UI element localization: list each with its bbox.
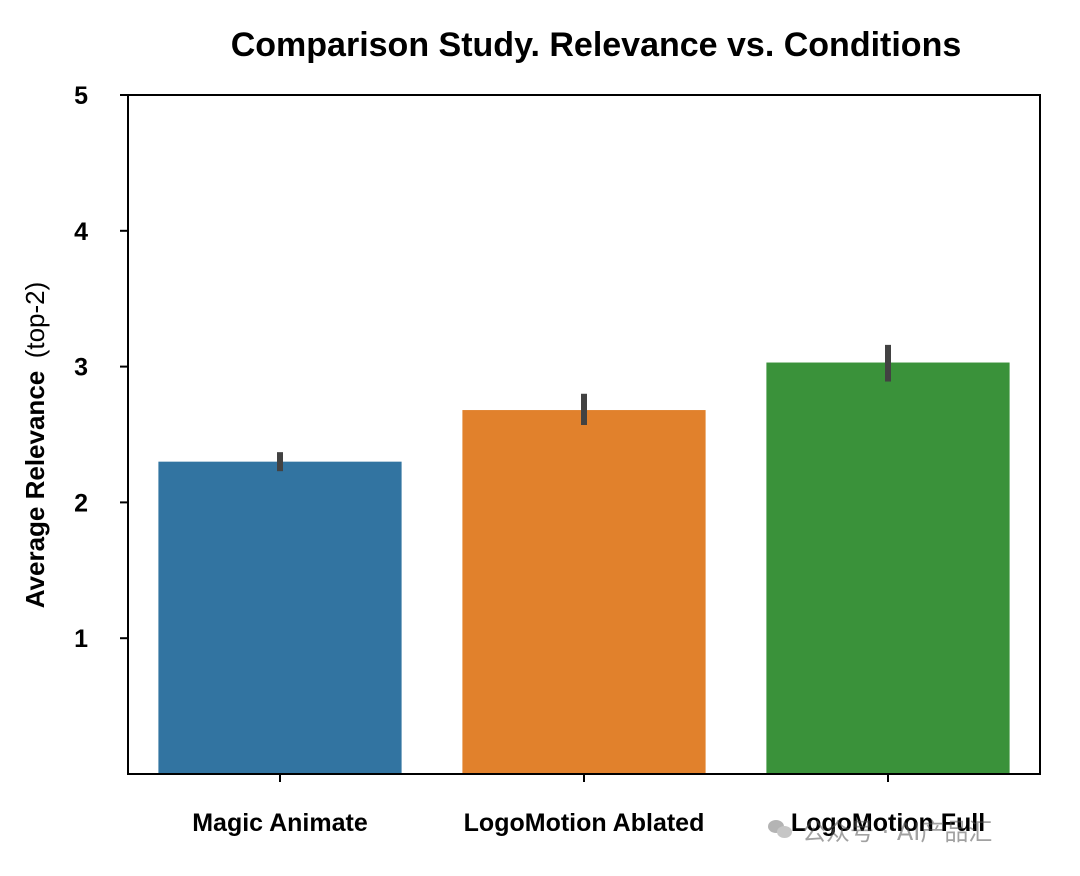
x-axis: Magic Animate LogoMotion Ablated LogoMotio… xyxy=(192,774,985,837)
y-tick-label-2: 2 xyxy=(74,489,88,517)
y-axis-label-main: Average Relevance xyxy=(20,371,50,609)
x-tick-label-3: LogoMotion Full xyxy=(791,809,985,837)
bar-2 xyxy=(462,410,706,774)
bar-3 xyxy=(766,362,1010,774)
watermark-text: 公众号 · AI产品汇 xyxy=(802,817,993,846)
bar-1 xyxy=(158,461,402,774)
y-tick-label-4: 4 xyxy=(74,218,88,246)
y-tick-label-3: 3 xyxy=(74,354,88,382)
x-tick-label-1: Magic Animate xyxy=(192,809,368,837)
y-axis-label-suffix: (top-2) xyxy=(20,282,50,359)
y-axis-label: Average Relevance (top-2) xyxy=(20,282,50,609)
bars-layer xyxy=(158,362,1010,774)
watermark: 公众号 · AI产品汇 xyxy=(768,812,992,846)
plot-frame xyxy=(127,94,1041,775)
y-axis: 1 2 3 4 5 xyxy=(74,82,128,653)
wechat-icon xyxy=(768,818,794,840)
y-tick-label-1: 1 xyxy=(74,625,88,653)
chart-title: Comparison Study. Relevance vs. Conditio… xyxy=(231,26,962,64)
y-tick-label-5: 5 xyxy=(74,82,88,110)
error-bars-layer xyxy=(277,344,891,472)
x-tick-label-2: LogoMotion Ablated xyxy=(464,809,705,837)
